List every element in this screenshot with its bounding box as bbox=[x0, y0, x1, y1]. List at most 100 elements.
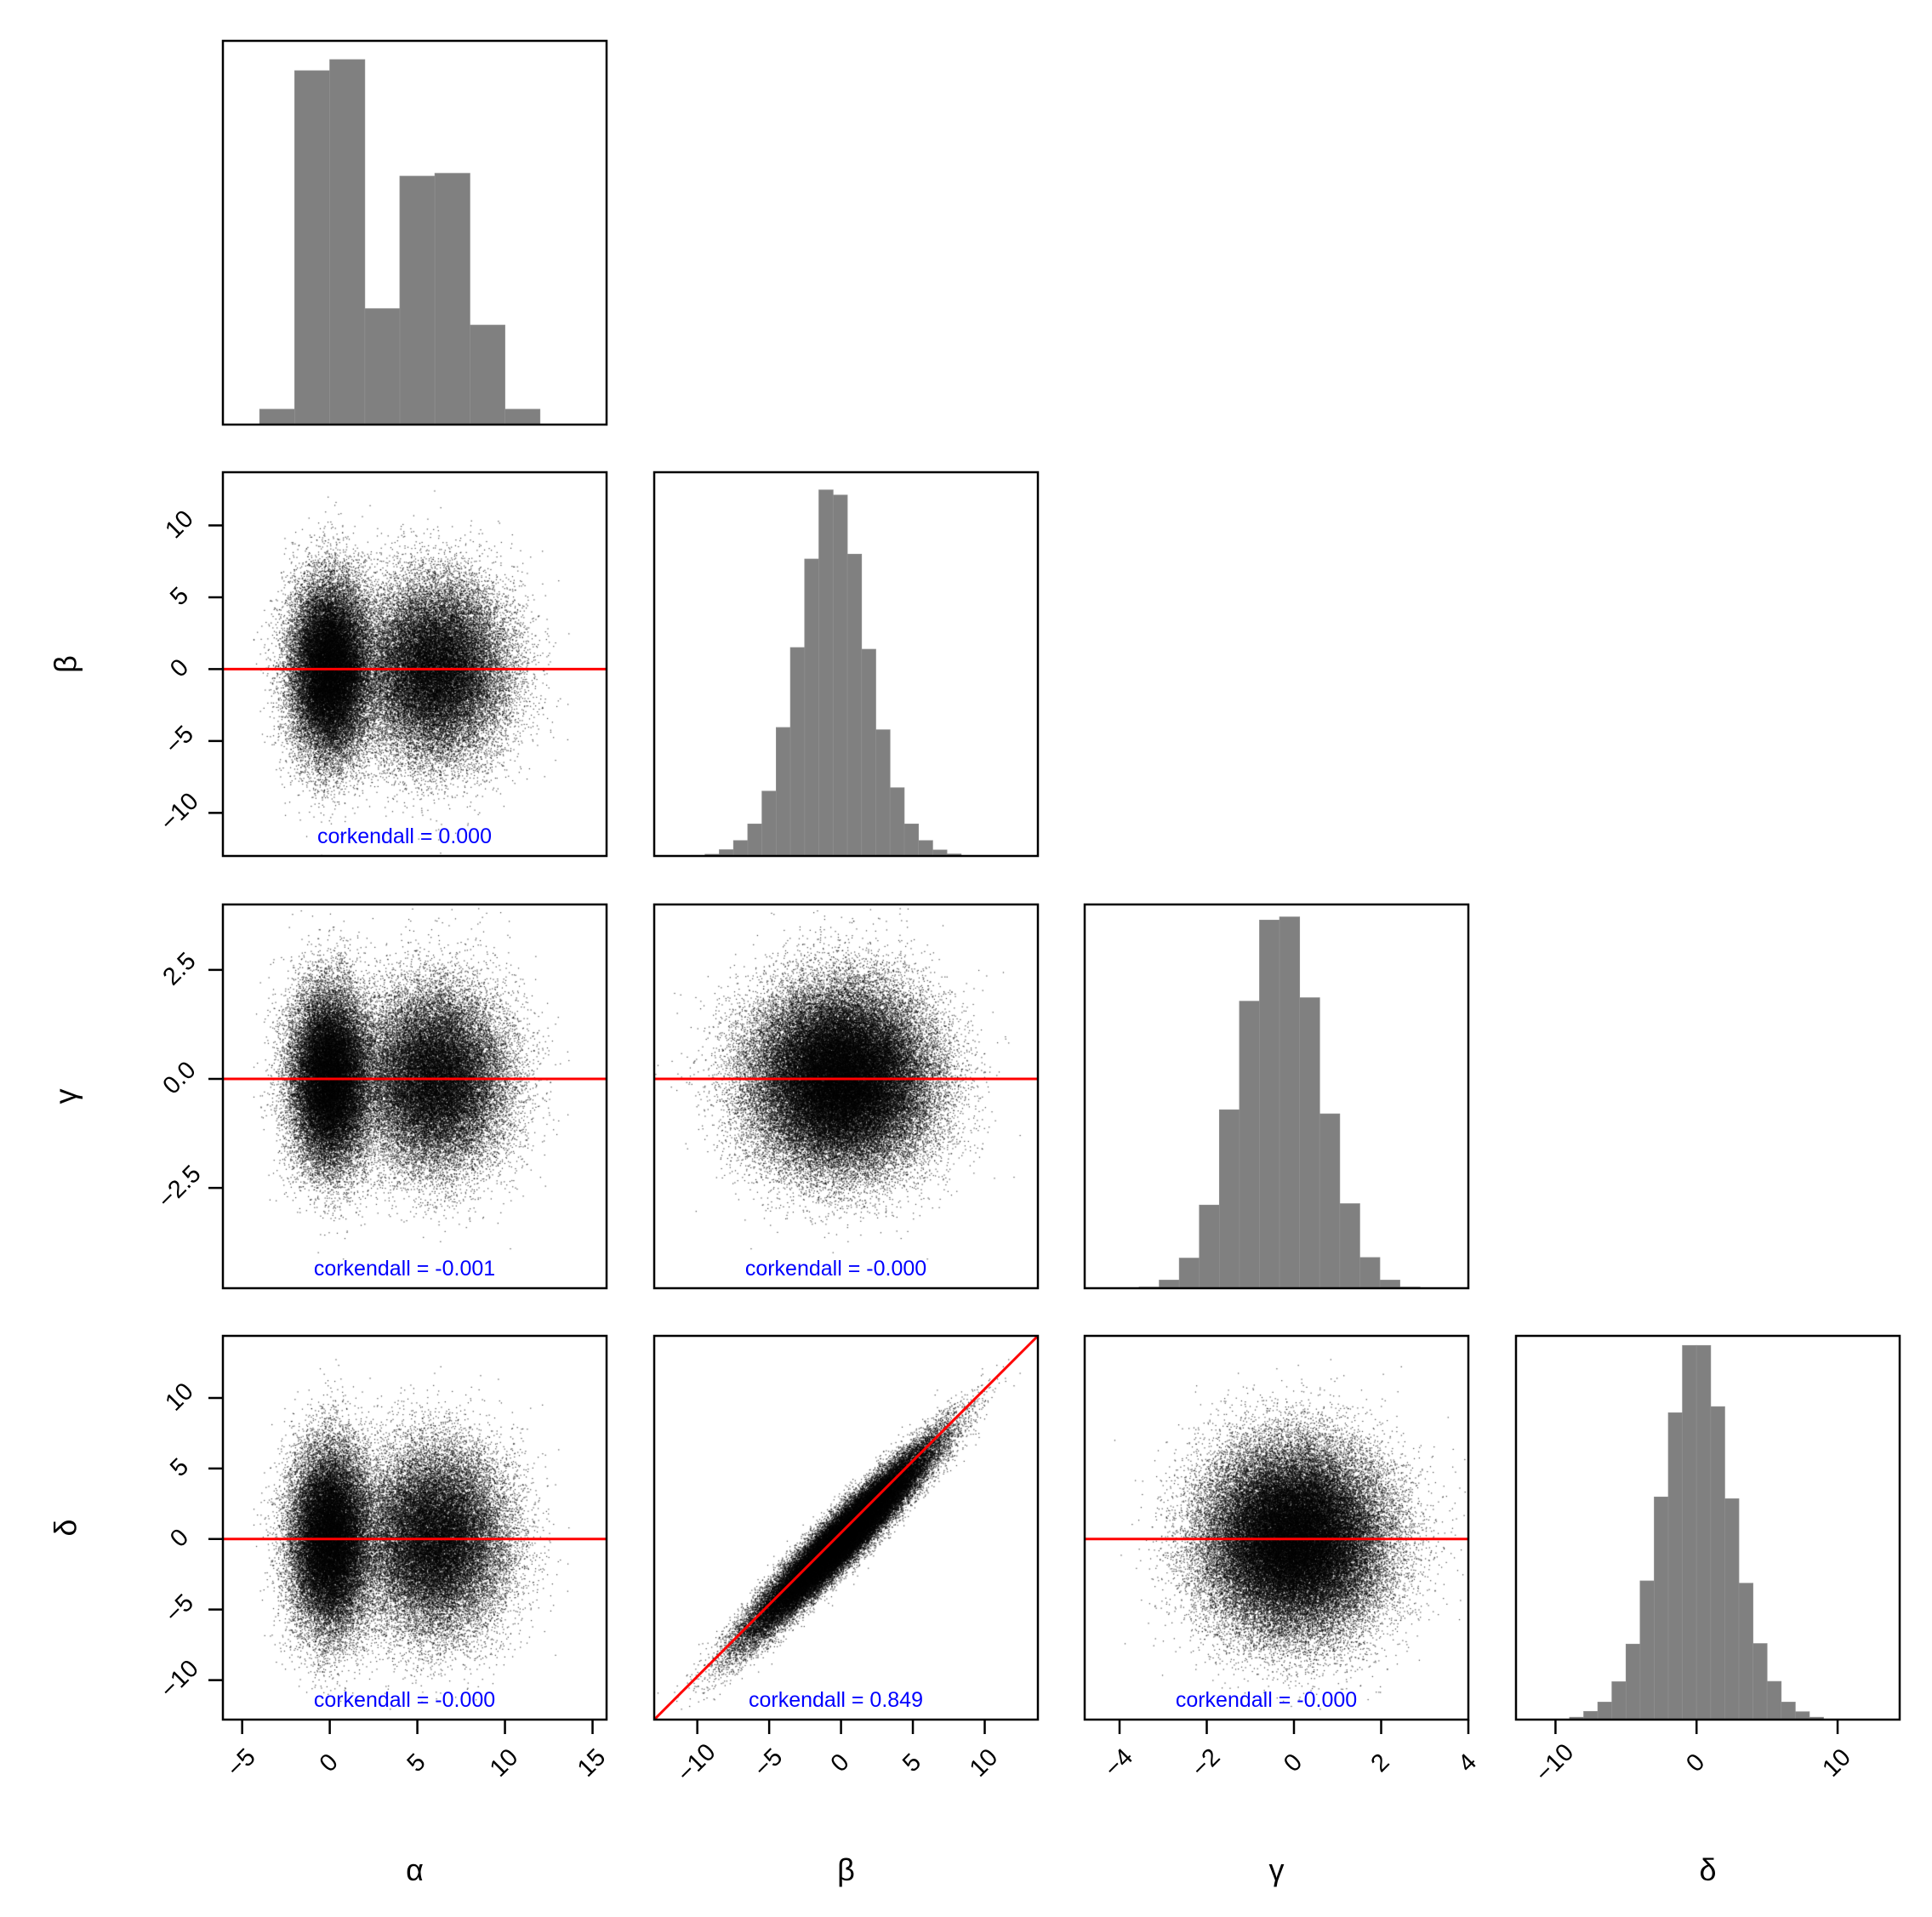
panel-frame bbox=[1514, 1334, 1901, 1721]
y-tick-label: 0 bbox=[165, 1524, 194, 1553]
corkendall-label: corkendall = -0.000 bbox=[314, 1688, 495, 1712]
panel-frame bbox=[653, 1334, 1040, 1721]
x-axis-label: δ bbox=[1699, 1852, 1716, 1887]
corkendall-label: corkendall = 0.000 bbox=[317, 824, 492, 848]
y-tick-label: −2.5 bbox=[152, 1161, 206, 1214]
histogram-bar bbox=[1279, 916, 1301, 1289]
y-tick-label: −5 bbox=[160, 721, 199, 760]
histogram-bar bbox=[832, 494, 848, 857]
x-tick-label: −10 bbox=[1530, 1738, 1579, 1787]
histogram-bar bbox=[329, 59, 366, 425]
y-tick-label: 10 bbox=[160, 505, 198, 544]
histogram-bar bbox=[1239, 1001, 1260, 1289]
x-tick-label: 10 bbox=[1817, 1743, 1855, 1782]
histogram-bar bbox=[1695, 1344, 1712, 1720]
histogram-bar bbox=[1639, 1580, 1655, 1720]
panel-frame bbox=[221, 471, 608, 858]
x-tick-label: 4 bbox=[1453, 1749, 1482, 1777]
histogram-bar bbox=[747, 824, 763, 857]
panel-frame bbox=[221, 1334, 608, 1721]
corkendall-label: corkendall = -0.000 bbox=[745, 1257, 926, 1281]
x-tick-label: 10 bbox=[965, 1743, 1003, 1782]
histogram-bar bbox=[903, 824, 920, 857]
histogram-bar bbox=[364, 308, 401, 425]
histogram-bar bbox=[1199, 1204, 1220, 1289]
x-tick-label: 0 bbox=[315, 1749, 344, 1777]
y-tick-label: 5 bbox=[165, 582, 194, 611]
y-tick-label: 0 bbox=[165, 653, 194, 682]
y-tick-label: −10 bbox=[155, 1655, 203, 1703]
y-axis-label: δ bbox=[48, 1519, 83, 1536]
histogram-bar bbox=[1682, 1344, 1697, 1720]
histogram-bar bbox=[1766, 1680, 1782, 1720]
y-tick-label: 5 bbox=[165, 1453, 194, 1482]
histogram-bar bbox=[399, 175, 436, 425]
histogram-bar bbox=[434, 173, 470, 425]
scatter-panel-0-2: corkendall = -0.001 bbox=[223, 1077, 607, 1281]
scatter-panel-1-3: corkendall = 0.849 bbox=[653, 1334, 1040, 1721]
y-tick-label: −10 bbox=[155, 788, 203, 836]
histogram-bar bbox=[1794, 1711, 1810, 1720]
histogram-bar bbox=[1781, 1702, 1796, 1720]
histogram-bar bbox=[1597, 1702, 1613, 1720]
histogram-bar bbox=[804, 558, 819, 857]
histogram-bar bbox=[1752, 1643, 1768, 1720]
histogram-bar bbox=[1339, 1203, 1360, 1289]
histogram-0 bbox=[259, 59, 541, 425]
corkendall-label: corkendall = 0.849 bbox=[749, 1688, 923, 1712]
x-tick-label: −2 bbox=[1187, 1743, 1226, 1783]
panel-frame bbox=[1083, 903, 1470, 1290]
scatter-points-1-2 bbox=[654, 904, 1038, 1288]
x-tick-label: 15 bbox=[573, 1743, 611, 1782]
x-tick-label: −4 bbox=[1099, 1743, 1138, 1783]
x-tick-label: 0 bbox=[1279, 1749, 1308, 1777]
histogram-bar bbox=[1359, 1257, 1381, 1289]
scatter-points-0-2 bbox=[223, 904, 607, 1288]
histogram-bar bbox=[1724, 1498, 1740, 1720]
scatter-panel-0-3: corkendall = -0.000 bbox=[223, 1538, 607, 1712]
histogram-bar bbox=[861, 648, 876, 857]
histogram-bar bbox=[1159, 1280, 1180, 1289]
x-tick-label: −5 bbox=[222, 1743, 261, 1783]
corkendall-label: corkendall = -0.000 bbox=[1176, 1688, 1357, 1712]
histogram-bar bbox=[1299, 997, 1320, 1289]
histogram-bar bbox=[1611, 1681, 1627, 1720]
corkendall-label: corkendall = -0.001 bbox=[314, 1257, 495, 1281]
scatter-points-0-1 bbox=[223, 472, 607, 856]
scatter-points-2-3 bbox=[1085, 1336, 1468, 1720]
histogram-bar bbox=[846, 553, 863, 857]
histogram-bar bbox=[1178, 1258, 1200, 1289]
histogram-bar bbox=[1259, 919, 1280, 1289]
x-tick-label: 0 bbox=[1681, 1749, 1710, 1777]
x-tick-label: −10 bbox=[672, 1738, 721, 1787]
histogram-2 bbox=[1138, 916, 1421, 1289]
y-axis-label: β bbox=[48, 655, 83, 673]
y-tick-label: 0.0 bbox=[157, 1056, 201, 1099]
panel-frame bbox=[653, 903, 1040, 1290]
x-tick-label: 5 bbox=[898, 1749, 926, 1777]
y-tick-label: 2.5 bbox=[157, 947, 201, 990]
x-axis-label: α bbox=[406, 1852, 424, 1887]
y-tick-label: −5 bbox=[160, 1589, 199, 1629]
histogram-bar bbox=[294, 70, 331, 425]
scatter-points-0-3 bbox=[223, 1336, 607, 1720]
histogram-bar bbox=[889, 787, 905, 857]
histogram-bar bbox=[1625, 1643, 1641, 1720]
x-tick-label: 0 bbox=[826, 1749, 855, 1777]
histogram-bar bbox=[875, 729, 891, 857]
panel-frame bbox=[1083, 1334, 1470, 1721]
panel-frame bbox=[653, 471, 1040, 858]
histogram-1 bbox=[690, 489, 962, 857]
histogram-bar bbox=[1654, 1496, 1669, 1720]
x-tick-label: −5 bbox=[749, 1743, 788, 1783]
scatter-panel-0-1: corkendall = 0.000 bbox=[223, 667, 607, 848]
reference-line bbox=[653, 1334, 1040, 1721]
x-tick-label: 10 bbox=[485, 1743, 523, 1782]
scatter-panel-1-2: corkendall = -0.000 bbox=[654, 1077, 1038, 1281]
panel-frame bbox=[221, 903, 608, 1290]
panel-frame bbox=[221, 39, 608, 426]
histogram-bar bbox=[1583, 1711, 1599, 1720]
histogram-bar bbox=[818, 489, 834, 857]
histogram-bar bbox=[1218, 1109, 1240, 1289]
